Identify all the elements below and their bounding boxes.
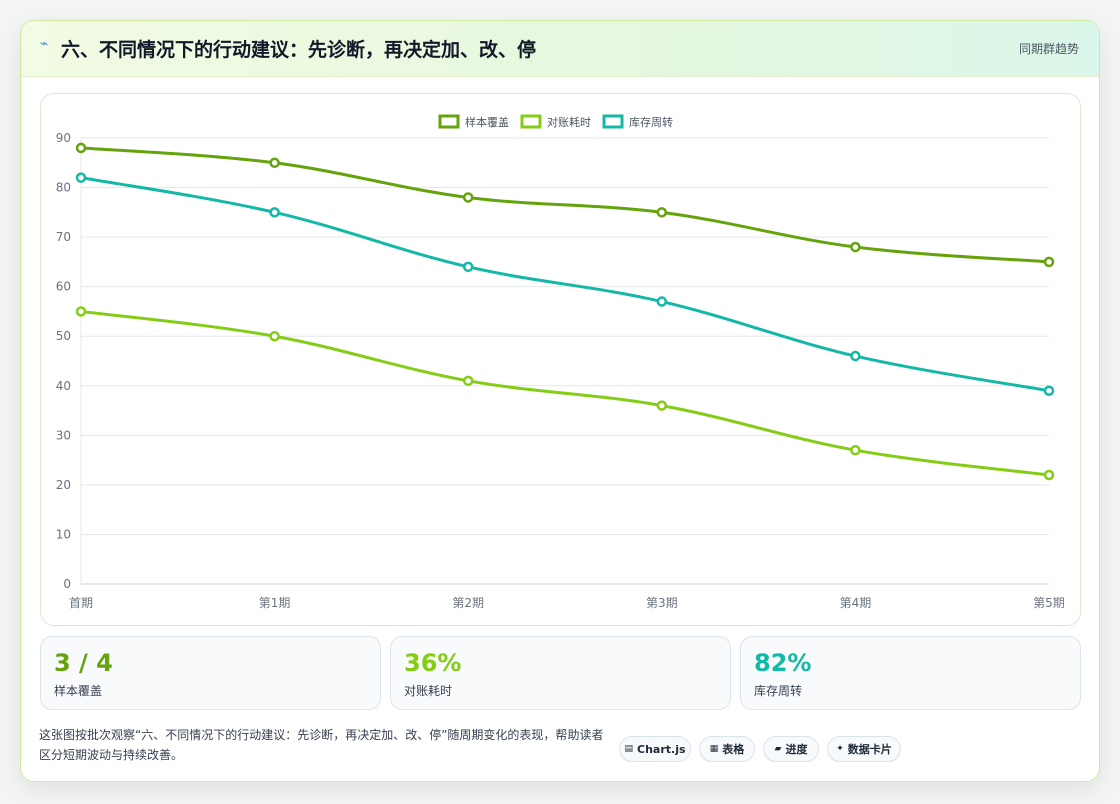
data-point — [462, 192, 474, 203]
data-point — [269, 157, 280, 169]
header-right-label: 同期群趋势 — [1018, 42, 1079, 56]
data-point — [1043, 469, 1055, 481]
stat-value: 36% — [404, 649, 462, 677]
stat-value: 3 / 4 — [54, 649, 113, 677]
chart-description: 这张图按批次观察“六、不同情况下的行动建议：先诊断，再决定加、改、停”随周期变化… — [39, 728, 604, 762]
data-point — [462, 261, 474, 273]
stat-label: 库存周转 — [754, 684, 803, 698]
data-point — [462, 375, 474, 387]
stat-label: 样本覆盖 — [54, 684, 103, 698]
y-tick-label: 90 — [56, 131, 71, 145]
data-point — [850, 444, 861, 456]
stat-card-coverage: 3 / 4 样本覆盖 — [40, 636, 381, 710]
table-icon: ▦ — [709, 744, 719, 754]
data-point — [850, 241, 861, 253]
y-tick-label: 0 — [63, 577, 71, 591]
stat-label: 对账耗时 — [404, 684, 453, 698]
y-tick-label: 60 — [56, 280, 71, 294]
chip-chartjs[interactable]: ▤ Chart.js — [619, 736, 691, 762]
legend-label: 库存周转 — [629, 115, 673, 129]
series-line-1 — [80, 309, 1050, 477]
data-point — [1043, 385, 1055, 396]
data-point — [1043, 256, 1055, 268]
legend-swatch — [520, 114, 542, 129]
data-point — [75, 142, 87, 154]
sparkle-icon: ✦ — [836, 744, 844, 754]
x-tick-label: 第3期 — [646, 596, 678, 610]
x-tick-label: 第4期 — [840, 596, 872, 610]
series-line-0 — [80, 146, 1050, 264]
main-card: ⌁ 六、不同情况下的行动建议：先诊断，再决定加、改、停 同期群趋势 0 10 20 3… — [20, 20, 1100, 782]
data-point — [269, 207, 280, 218]
y-tick-label: 20 — [56, 478, 71, 492]
data-point — [656, 207, 668, 218]
data-point — [656, 296, 668, 307]
chart-line-icon: ⌁ — [40, 36, 49, 52]
stat-card-reconciliation: 36% 对账耗时 — [390, 636, 731, 710]
data-point — [656, 400, 668, 411]
data-point — [269, 330, 280, 342]
chip-label: Chart.js — [637, 742, 686, 756]
y-tick-label: 80 — [56, 181, 71, 195]
stat-card-inventory: 82% 库存周转 — [740, 636, 1081, 710]
y-tick-label: 10 — [56, 527, 71, 541]
header-bar: ⌁ 六、不同情况下的行动建议：先诊断，再决定加、改、停 同期群趋势 — [21, 21, 1099, 77]
chip-progress[interactable]: ▰ 进度 — [763, 736, 819, 762]
chip-label: 表格 — [722, 743, 745, 756]
legend-swatch — [438, 114, 460, 129]
chart-panel: 0 10 20 30 40 50 60 70 80 90 首期 第1期 第2期 第3期 第4期 第5期 样本覆盖… — [40, 93, 1081, 626]
x-tick-label: 第1期 — [259, 596, 291, 610]
series-line-2 — [80, 176, 1050, 393]
line-chart: 0 10 20 30 40 50 60 70 80 90 首期 第1期 第2期 第3期 第4期 第5期 样本覆盖… — [56, 114, 1065, 610]
x-tick-label: 第2期 — [452, 596, 484, 610]
code-icon: ▤ — [624, 744, 633, 754]
progress-icon: ▰ — [774, 744, 782, 754]
legend-swatch — [602, 114, 624, 129]
page-title: 六、不同情况下的行动建议：先诊断，再决定加、改、停 — [61, 39, 537, 61]
y-tick-label: 70 — [56, 230, 71, 244]
chip-label: 进度 — [785, 743, 808, 756]
chip-label: 数据卡片 — [847, 743, 892, 756]
stat-value: 82% — [754, 649, 812, 677]
x-tick-label: 首期 — [69, 596, 93, 610]
data-point — [75, 172, 87, 183]
y-tick-label: 40 — [56, 379, 71, 393]
y-tick-label: 50 — [56, 329, 71, 343]
y-tick-label: 30 — [56, 428, 71, 442]
legend-label: 对账耗时 — [547, 115, 591, 129]
data-point — [850, 350, 861, 362]
legend-label: 样本覆盖 — [465, 115, 509, 129]
chip-data-card[interactable]: ✦ 数据卡片 — [827, 736, 901, 762]
x-tick-label: 第5期 — [1033, 596, 1065, 610]
chip-table[interactable]: ▦ 表格 — [699, 736, 755, 762]
data-point — [75, 306, 87, 317]
